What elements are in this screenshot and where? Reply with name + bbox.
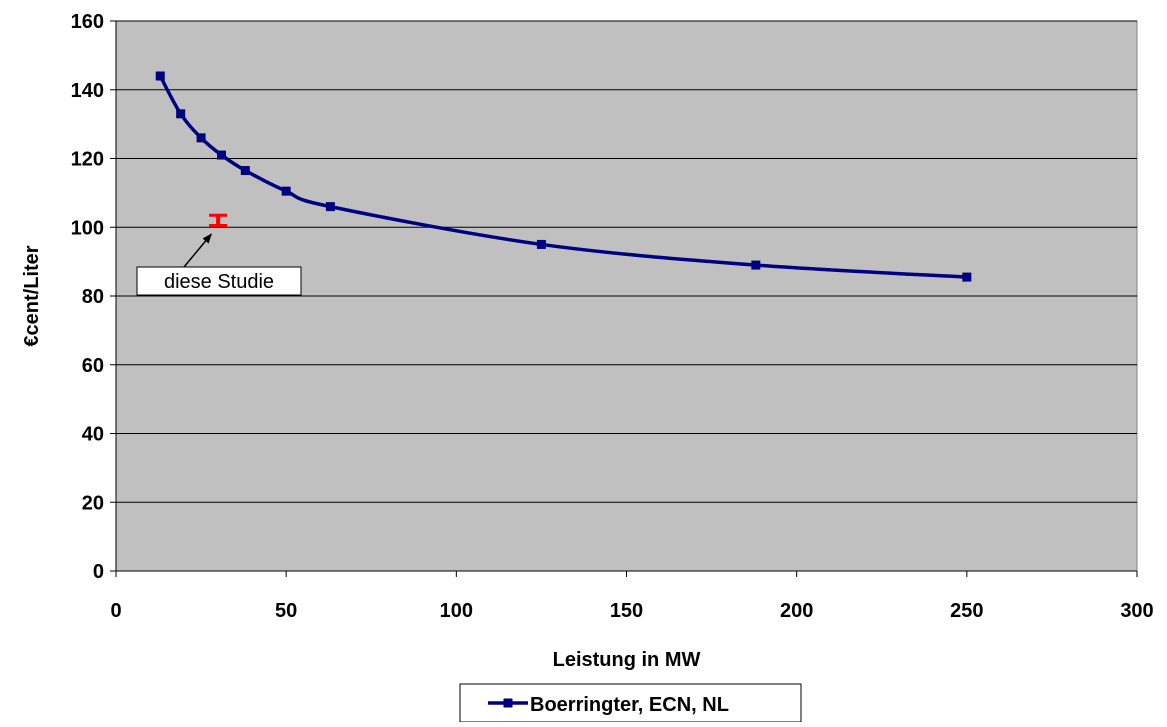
legend-marker-swatch (503, 698, 513, 708)
y-tick-label: 40 (82, 424, 104, 446)
data-point (176, 109, 186, 119)
annotation-arrow (183, 233, 212, 268)
x-tick-label: 250 (950, 600, 983, 622)
data-point (962, 272, 972, 282)
legend: Boerringter, ECN, NL (459, 683, 802, 723)
annotation-text: diese Studie (164, 271, 274, 293)
y-tick-label: 160 (71, 11, 104, 33)
y-tick-label: 20 (82, 492, 104, 514)
y-axis-label: €cent/Liter (21, 245, 43, 346)
data-point (196, 133, 206, 143)
x-tick-label: 0 (110, 600, 121, 622)
y-tick-label: 60 (82, 355, 104, 377)
data-point (240, 166, 250, 176)
data-point (155, 71, 165, 81)
x-tick-label: 150 (610, 600, 643, 622)
data-point (281, 186, 291, 196)
x-tick-label: 100 (440, 600, 473, 622)
legend-label: Boerringter, ECN, NL (530, 694, 729, 716)
y-tick-label: 100 (71, 217, 104, 239)
error-bar (209, 213, 228, 228)
y-tick-label: 120 (71, 149, 104, 171)
data-point (325, 202, 335, 212)
y-tick-label: 140 (71, 80, 104, 102)
x-tick-label: 50 (275, 600, 297, 622)
x-axis-label: Leistung in MW (553, 649, 701, 671)
y-tick-label: 80 (82, 286, 104, 308)
data-point (536, 239, 546, 249)
data-point (751, 260, 761, 270)
y-tick-label: 0 (93, 561, 104, 583)
x-tick-label: 200 (780, 600, 813, 622)
x-tick-label: 300 (1120, 600, 1153, 622)
data-point (217, 150, 227, 160)
annotation-box (136, 266, 302, 296)
